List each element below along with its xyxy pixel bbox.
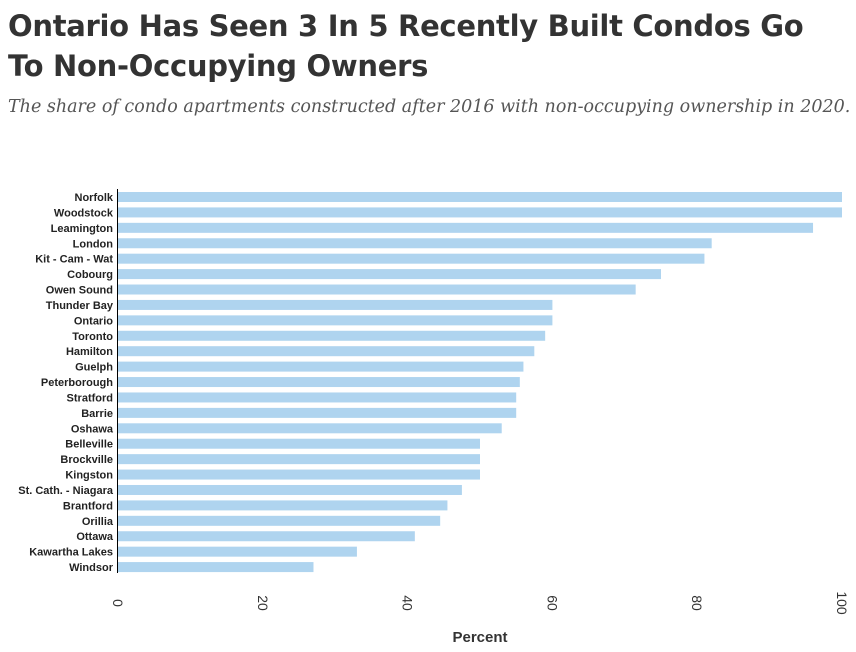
- bar-windsor: [118, 562, 314, 573]
- category-label-toronto: Toronto: [72, 331, 113, 343]
- category-labels: Norfolk Woodstock Leamington London Kit - Ca…: [18, 192, 114, 574]
- bar-ontario: [118, 315, 553, 326]
- bar-oshawa: [118, 423, 502, 434]
- bar-kingston: [118, 469, 480, 480]
- x-axis-title: Percent: [452, 629, 507, 646]
- bar-belleville: [118, 438, 480, 449]
- bar-barrie: [118, 407, 517, 418]
- category-label-ontario: Ontario: [74, 315, 113, 327]
- bar-toronto: [118, 330, 546, 341]
- category-label-orillia: Orillia: [82, 516, 114, 528]
- category-label-barrie: Barrie: [81, 408, 113, 420]
- category-label-kingston: Kingston: [65, 470, 113, 482]
- bar-london: [118, 238, 712, 249]
- category-label-norfolk: Norfolk: [75, 192, 114, 204]
- x-tick-label-80: 80: [689, 595, 705, 611]
- bar-st-cath-niagara: [118, 484, 462, 495]
- category-label-london: London: [73, 238, 114, 250]
- bar-peterborough: [118, 377, 520, 388]
- bar-cobourg: [118, 269, 661, 280]
- x-tick-label-100: 100: [834, 591, 850, 615]
- category-label-leamington: Leamington: [51, 223, 114, 235]
- bar-norfolk: [118, 192, 842, 202]
- x-axis-ticks: 0 20 40 60 80 100: [110, 591, 850, 615]
- category-label-cobourg: Cobourg: [67, 269, 113, 281]
- category-label-oshawa: Oshawa: [71, 423, 114, 435]
- bar-kawartha-lakes: [118, 546, 357, 557]
- bar-brockville: [118, 454, 480, 465]
- bars-layer: [118, 192, 842, 573]
- x-tick-label-20: 20: [255, 595, 271, 611]
- x-tick-label-40: 40: [400, 595, 416, 611]
- bar-thunder-bay: [118, 299, 553, 310]
- bar-ottawa: [118, 531, 415, 542]
- category-label-brantford: Brantford: [63, 500, 113, 512]
- category-label-hamilton: Hamilton: [66, 346, 113, 358]
- category-label-guelph: Guelph: [75, 362, 113, 374]
- bar-leamington: [118, 222, 814, 233]
- category-label-stratford: Stratford: [67, 392, 113, 404]
- bar-orillia: [118, 515, 441, 526]
- category-label-owen-sound: Owen Sound: [46, 285, 113, 297]
- bar-brantford: [118, 500, 448, 511]
- bar-guelph: [118, 361, 524, 372]
- chart-subtitle: The share of condo apartments constructe…: [8, 97, 851, 117]
- category-label-peterborough: Peterborough: [41, 377, 113, 389]
- x-tick-label-0: 0: [110, 599, 126, 607]
- category-label-kawartha-lakes: Kawartha Lakes: [29, 547, 113, 559]
- chart-title: Ontario Has Seen 3 In 5 Recently Built C…: [8, 9, 804, 83]
- category-label-thunder-bay: Thunder Bay: [46, 300, 114, 312]
- category-label-windsor: Windsor: [69, 562, 114, 574]
- bar-owen-sound: [118, 284, 636, 295]
- bar-stratford: [118, 392, 517, 403]
- bar-kit-cam-wat: [118, 253, 705, 264]
- category-label-woodstock: Woodstock: [54, 207, 114, 219]
- bar-hamilton: [118, 346, 535, 357]
- x-tick-label-60: 60: [544, 595, 560, 611]
- bar-woodstock: [118, 207, 842, 218]
- category-label-kit-cam-wat: Kit - Cam - Wat: [35, 254, 113, 266]
- category-label-ottawa: Ottawa: [76, 531, 114, 543]
- category-label-belleville: Belleville: [65, 439, 113, 451]
- category-label-brockville: Brockville: [60, 454, 113, 466]
- category-label-st-cath-niagara: St. Cath. - Niagara: [18, 485, 114, 497]
